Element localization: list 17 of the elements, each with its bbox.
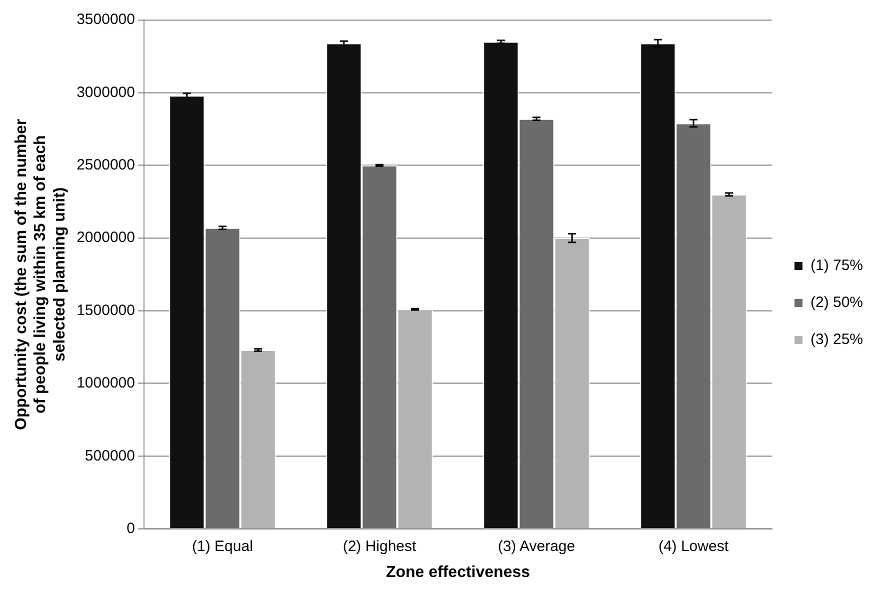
y-tick-label: 3500000: [76, 11, 135, 28]
y-tick-label: 2500000: [76, 156, 135, 174]
y-tick-label: 2000000: [76, 229, 135, 246]
y-tick-label: 1500000: [76, 302, 135, 319]
y-tick-label: 1000000: [76, 374, 135, 392]
x-tick-label: (3) Average: [498, 538, 576, 555]
y-axis-title: Opportunity cost (the sum of the number of people living within 35 km of each selected planning unit): [13, 118, 68, 430]
x-tick-label: (4) Lowest: [658, 538, 730, 555]
legend-label: (3) 25%: [810, 331, 864, 348]
legend-label: (2) 50%: [810, 294, 864, 312]
x-tick-label: (1) Equal: [192, 538, 253, 555]
y-tick-label: 0: [126, 520, 135, 537]
y-tick-label: 500000: [84, 447, 135, 464]
legend-label: (1) 75%: [810, 257, 864, 274]
y-tick-label: 3000000: [76, 84, 135, 101]
x-axis-title: Zone effectiveness: [386, 564, 530, 581]
x-tick-label: (2) Highest: [342, 538, 417, 555]
